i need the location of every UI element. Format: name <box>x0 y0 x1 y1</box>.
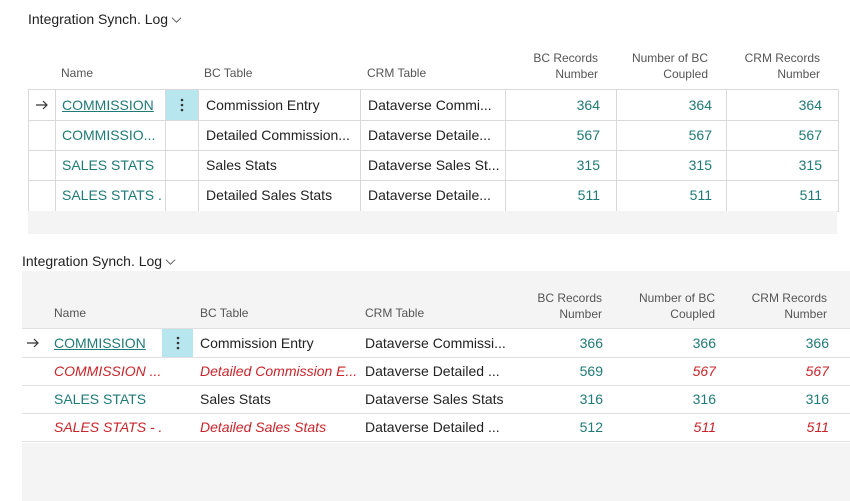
name-cell[interactable]: SALES STATS <box>62 157 155 173</box>
bc-records-number-cell[interactable]: 364 <box>576 97 600 113</box>
name-cell[interactable]: COMMISSIO... <box>62 127 156 143</box>
name-cell[interactable]: SALES STATS ... <box>62 187 162 203</box>
bc-table-cell: Sales Stats <box>200 391 271 407</box>
current-row-indicator <box>26 329 46 357</box>
data-grid: COMMISSION Commission Entry Dataverse Co… <box>28 89 839 212</box>
column-header-number-of-bc-coupled[interactable]: Number of BC Coupled <box>610 50 708 82</box>
header-line: BC Records <box>537 291 602 305</box>
panel-title-label: Integration Synch. Log <box>28 11 169 27</box>
column-header-name[interactable]: Name <box>54 306 87 320</box>
table-row[interactable]: COMMISSION ... Detailed Commission E... … <box>22 357 850 386</box>
header-line: Number of BC <box>631 51 708 65</box>
header-line: Number of BC <box>638 291 715 305</box>
column-header-crm-records-number[interactable]: CRM Records Number <box>730 50 820 82</box>
panel-title-label: Integration Synch. Log <box>22 253 163 269</box>
column-header-bc-records-number[interactable]: BC Records Number <box>512 290 602 322</box>
bc-records-number-cell[interactable]: 512 <box>579 419 603 435</box>
bc-table-cell: Detailed Sales Stats <box>206 187 333 203</box>
crm-records-number-cell[interactable]: 511 <box>806 419 829 435</box>
panel-title[interactable]: Integration Synch. Log <box>28 11 182 27</box>
header-line: Number <box>559 307 602 321</box>
panel-title[interactable]: Integration Synch. Log <box>22 253 176 269</box>
crm-records-number-cell[interactable]: 364 <box>798 97 822 113</box>
data-grid: COMMISSION Commission Entry Dataverse Co… <box>22 328 850 443</box>
name-cell-link[interactable]: COMMISSION <box>54 335 146 351</box>
bc-records-number-cell[interactable]: 511 <box>577 187 600 203</box>
crm-table-cell: Dataverse Detaile... <box>368 127 491 143</box>
bc-table-cell: Detailed Commission E... <box>200 363 358 379</box>
header-line: CRM Records <box>744 51 820 65</box>
bc-table-cell: Commission Entry <box>200 335 314 351</box>
bc-records-number-cell[interactable]: 316 <box>579 391 603 407</box>
bc-table-cell: Detailed Sales Stats <box>200 419 327 435</box>
table-row[interactable]: SALES STATS Sales Stats Dataverse Sales … <box>29 150 838 181</box>
crm-records-number-cell[interactable]: 316 <box>805 391 829 407</box>
header-line: Coupled <box>663 67 708 81</box>
bc-coupled-number-cell[interactable]: 364 <box>688 97 712 113</box>
row-actions-button[interactable] <box>166 90 198 120</box>
crm-table-cell: Dataverse Detailed ... <box>365 419 500 435</box>
table-row[interactable]: SALES STATS ... Detailed Sales Stats Dat… <box>29 180 838 210</box>
table-row[interactable]: SALES STATS Sales Stats Dataverse Sales … <box>22 385 850 414</box>
column-header-bc-table[interactable]: BC Table <box>204 66 253 80</box>
header-line: BC Records <box>533 51 598 65</box>
bc-coupled-number-cell[interactable]: 567 <box>692 363 716 379</box>
arrow-right-icon <box>27 338 39 348</box>
crm-table-cell: Dataverse Detailed ... <box>365 363 500 379</box>
header-line: CRM Records <box>751 291 827 305</box>
name-cell[interactable]: SALES STATS - ... <box>54 419 162 435</box>
bc-records-number-cell[interactable]: 366 <box>579 335 603 351</box>
crm-records-number-cell[interactable]: 511 <box>799 187 822 203</box>
table-row[interactable]: COMMISSIO... Detailed Commission... Data… <box>29 120 838 151</box>
more-vertical-icon <box>180 98 184 112</box>
header-line: Number <box>777 67 820 81</box>
current-row-indicator <box>35 90 53 120</box>
crm-table-cell: Dataverse Commi... <box>368 97 492 113</box>
column-header-bc-table[interactable]: BC Table <box>200 306 249 320</box>
bc-coupled-number-cell[interactable]: 315 <box>688 157 712 173</box>
crm-table-cell: Dataverse Sales Stats <box>365 391 504 407</box>
bc-table-cell: Detailed Commission... <box>206 127 350 143</box>
table-row[interactable]: COMMISSION Commission Entry Dataverse Co… <box>29 90 838 121</box>
column-header-crm-table[interactable]: CRM Table <box>365 306 425 320</box>
column-header-crm-table[interactable]: CRM Table <box>367 66 427 80</box>
arrow-right-icon <box>36 100 48 110</box>
bc-coupled-number-cell[interactable]: 511 <box>689 187 712 203</box>
crm-records-number-cell[interactable]: 567 <box>805 363 829 379</box>
column-header-name[interactable]: Name <box>61 66 94 80</box>
crm-records-number-cell[interactable]: 315 <box>798 157 822 173</box>
crm-table-cell: Dataverse Detaile... <box>368 187 491 203</box>
more-vertical-icon <box>176 336 179 350</box>
table-row[interactable]: SALES STATS - ... Detailed Sales Stats D… <box>22 413 850 442</box>
chevron-down-icon <box>165 258 176 265</box>
integration-synch-log-panel-1: Integration Synch. Log Name BC Table CRM… <box>0 0 850 240</box>
name-cell[interactable]: SALES STATS <box>54 391 147 407</box>
crm-table-cell: Dataverse Commissi... <box>365 335 506 351</box>
bc-coupled-number-cell[interactable]: 511 <box>693 419 716 435</box>
grid-footer <box>28 211 837 234</box>
bc-table-cell: Sales Stats <box>206 157 277 173</box>
column-header-number-of-bc-coupled[interactable]: Number of BC Coupled <box>617 290 715 322</box>
chevron-down-icon <box>171 16 182 23</box>
crm-table-cell: Dataverse Sales St... <box>368 157 500 173</box>
row-actions-button[interactable] <box>162 329 193 357</box>
table-row[interactable]: COMMISSION Commission Entry Dataverse Co… <box>22 329 850 358</box>
bc-records-number-cell[interactable]: 315 <box>576 157 600 173</box>
bc-coupled-number-cell[interactable]: 567 <box>688 127 712 143</box>
bc-coupled-number-cell[interactable]: 316 <box>692 391 716 407</box>
column-header-bc-records-number[interactable]: BC Records Number <box>510 50 598 82</box>
header-line: Number <box>555 67 598 81</box>
bc-records-number-cell[interactable]: 567 <box>576 127 600 143</box>
bc-records-number-cell[interactable]: 569 <box>579 363 603 379</box>
header-line: Coupled <box>670 307 715 321</box>
crm-records-number-cell[interactable]: 567 <box>798 127 822 143</box>
name-cell-link[interactable]: COMMISSION <box>62 97 154 113</box>
column-header-crm-records-number[interactable]: CRM Records Number <box>737 290 827 322</box>
bc-coupled-number-cell[interactable]: 366 <box>692 335 716 351</box>
bc-table-cell: Commission Entry <box>206 97 320 113</box>
name-cell[interactable]: COMMISSION ... <box>54 363 162 379</box>
integration-synch-log-panel-2: Integration Synch. Log Name BC Table CRM… <box>22 244 850 501</box>
header-line: Number <box>784 307 827 321</box>
crm-records-number-cell[interactable]: 366 <box>805 335 829 351</box>
